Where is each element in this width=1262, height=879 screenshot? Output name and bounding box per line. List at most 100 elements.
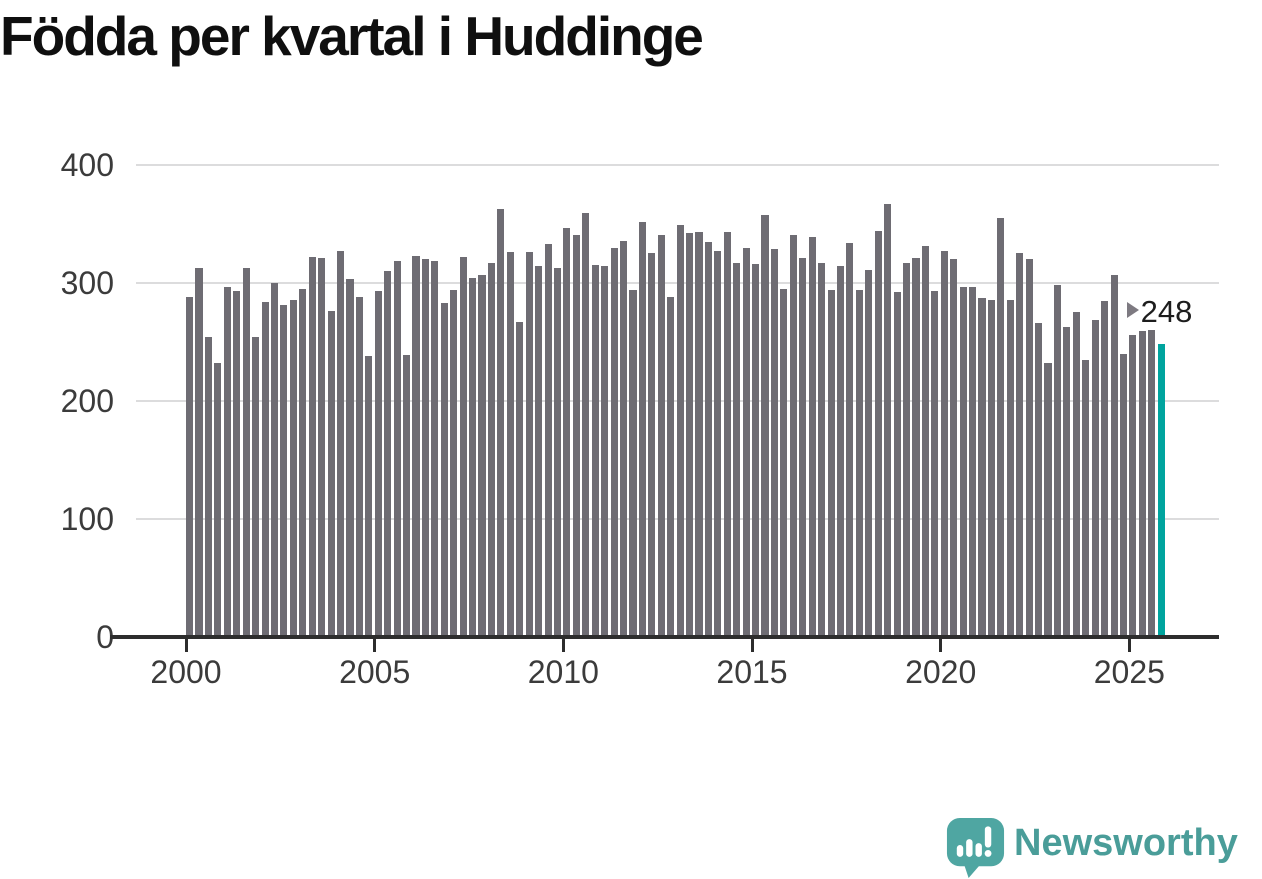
x-axis-line [110,635,1219,639]
bar [610,248,618,637]
y-axis-tick-label: 200 [60,383,114,419]
x-axis-tick-mark [373,639,377,652]
bar [1035,323,1043,637]
bar [261,302,269,637]
bar [1138,331,1146,637]
annotation-value-label: 248 [1140,294,1193,330]
bar [572,235,580,637]
bar [242,268,250,637]
bar [629,290,637,637]
bar [686,233,694,637]
bar [327,311,335,637]
brand-name: Newsworthy [1014,822,1238,864]
bar [638,222,646,637]
bar [223,287,231,637]
bar [563,228,571,637]
highlighted-bar [1157,344,1165,637]
bar [365,356,373,637]
bar [516,322,524,637]
x-axis-tick-mark [750,639,754,652]
bar [525,252,533,637]
bar [950,259,958,637]
bar [808,237,816,637]
bar [865,270,873,637]
bar [601,266,609,637]
bar [195,268,203,637]
bar [403,355,411,637]
bar [497,209,505,637]
bar [478,275,486,637]
x-axis-tick-mark [1127,639,1131,652]
annotation-arrow-icon [1126,302,1139,319]
bar [1101,301,1109,637]
y-axis-tick-label: 100 [60,501,114,537]
y-axis-tick-label: 400 [60,147,114,183]
bar [827,290,835,637]
bar [648,253,656,637]
bar [469,278,477,637]
bar [299,289,307,637]
bar [742,248,750,637]
bar [874,231,882,637]
bar [412,256,420,637]
x-axis-tick-label: 2015 [716,654,788,690]
bar [535,266,543,637]
bar [1082,360,1090,637]
bar [761,215,769,637]
bar [450,290,458,637]
bar [770,249,779,637]
bar [987,300,995,637]
bar [789,235,797,637]
bar [440,303,448,637]
bar [1072,312,1080,637]
x-axis-tick-label: 2000 [150,654,222,690]
bar [893,292,901,637]
bar [393,261,401,637]
bar [252,337,260,637]
x-axis-tick-label: 2020 [905,654,977,690]
bar [346,279,354,637]
bar [374,291,382,637]
newsworthy-logo-icon [946,817,1005,879]
bar [270,283,279,637]
bar [931,291,939,637]
bar [704,242,712,637]
x-axis-tick-label: 2005 [339,654,411,690]
bar [1016,253,1024,637]
bar [336,251,345,637]
bar [695,232,703,637]
bar [308,257,316,637]
x-axis-tick-mark [939,639,943,652]
bar [619,241,628,637]
bar [233,291,241,637]
chart-title: Födda per kvartal i Huddinge [0,5,704,67]
bar [289,300,297,637]
bar [733,263,741,637]
bar [204,337,213,637]
bar [1148,330,1156,637]
bar [676,225,684,637]
bar [506,252,514,637]
bar [1091,320,1099,637]
bar [723,232,731,637]
bar [1006,300,1014,637]
bar [459,257,467,637]
bar [855,290,863,637]
y-axis-tick-label: 300 [60,265,114,301]
bar [186,297,194,637]
bar [978,298,986,637]
bar [487,263,496,637]
bar [667,297,675,637]
x-axis-tick-mark [184,639,188,652]
bar [1129,335,1137,637]
bar [959,287,967,637]
bar [799,258,807,637]
bar [1110,275,1118,637]
bar [940,251,948,637]
brand-logo: Newsworthy [944,816,1238,879]
bar [997,218,1005,637]
bar [818,263,826,637]
bar [1119,354,1128,637]
bar [969,287,977,637]
